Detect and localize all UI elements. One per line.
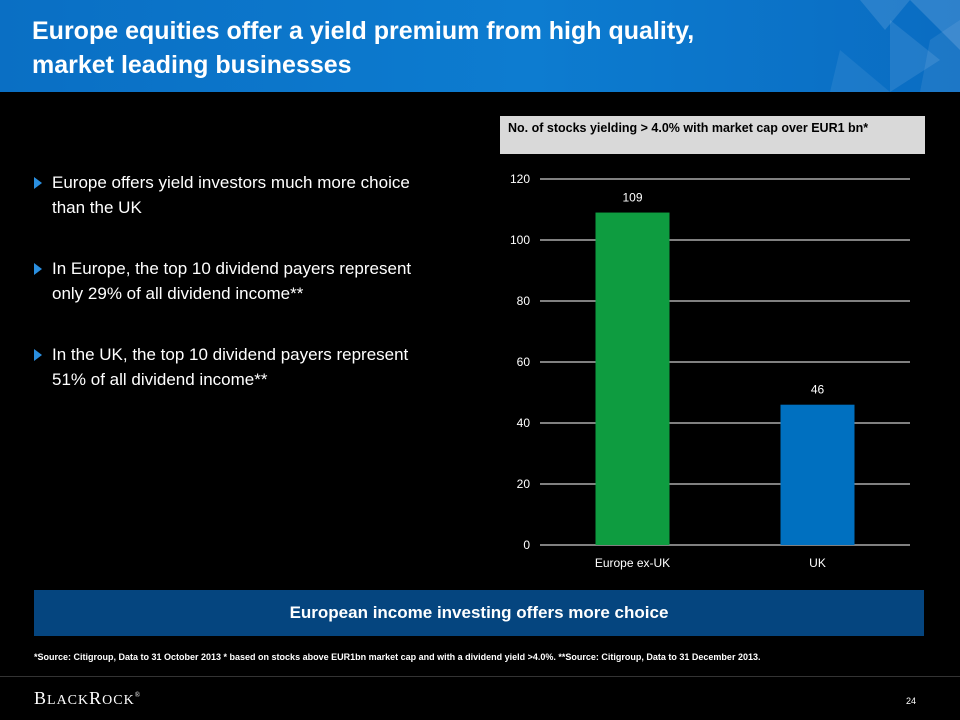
y-tick-label: 120 xyxy=(510,172,530,186)
y-tick-label: 60 xyxy=(517,355,531,369)
bullet-triangle-icon xyxy=(34,177,42,189)
bar-europe-ex-uk xyxy=(595,212,670,546)
bar-chart: 0 20 40 60 80 100 120 109 Europe ex-UK 46 UK xyxy=(510,172,910,570)
bullet-text: In Europe, the top 10 dividend payers re… xyxy=(52,259,412,303)
data-label: 46 xyxy=(811,383,825,397)
conclusion-banner: European income investing offers more ch… xyxy=(34,590,924,636)
slide-title-line2: market leading businesses xyxy=(32,51,352,79)
slide-title-line1: Europe equities offer a yield premium fr… xyxy=(32,17,695,45)
page-number: 24 xyxy=(905,696,916,706)
x-tick-label: Europe ex-UK xyxy=(595,556,670,570)
bullet-triangle-icon xyxy=(34,349,42,361)
y-tick-label: 100 xyxy=(510,233,530,247)
source-note: *Source: Citigroup, Data to 31 October 2… xyxy=(34,652,761,662)
bullet-item: In Europe, the top 10 dividend payers re… xyxy=(32,256,442,306)
chart-title: No. of stocks yielding > 4.0% with marke… xyxy=(500,116,925,154)
slide-title: Europe equities offer a yield premium fr… xyxy=(32,14,832,82)
x-tick-label: UK xyxy=(809,556,826,570)
y-tick-label: 0 xyxy=(523,538,530,552)
blackrock-logo: BLACKROCK® xyxy=(34,688,142,708)
bullet-triangle-icon xyxy=(34,263,42,275)
data-label: 109 xyxy=(622,191,642,205)
header-decoration-icon xyxy=(830,0,960,92)
bullet-text: Europe offers yield investors much more … xyxy=(52,173,410,217)
bullet-item: Europe offers yield investors much more … xyxy=(32,170,442,220)
banner-text: European income investing offers more ch… xyxy=(289,603,669,622)
bar-uk xyxy=(780,404,855,545)
y-tick-label: 40 xyxy=(517,416,531,430)
bullet-item: In the UK, the top 10 dividend payers re… xyxy=(32,342,442,392)
slide-header: Europe equities offer a yield premium fr… xyxy=(0,0,960,92)
y-tick-label: 80 xyxy=(517,294,531,308)
footer-divider xyxy=(0,676,960,677)
bullet-text: In the UK, the top 10 dividend payers re… xyxy=(52,345,409,389)
bullet-list: Europe offers yield investors much more … xyxy=(32,170,442,428)
y-tick-label: 20 xyxy=(517,477,531,491)
